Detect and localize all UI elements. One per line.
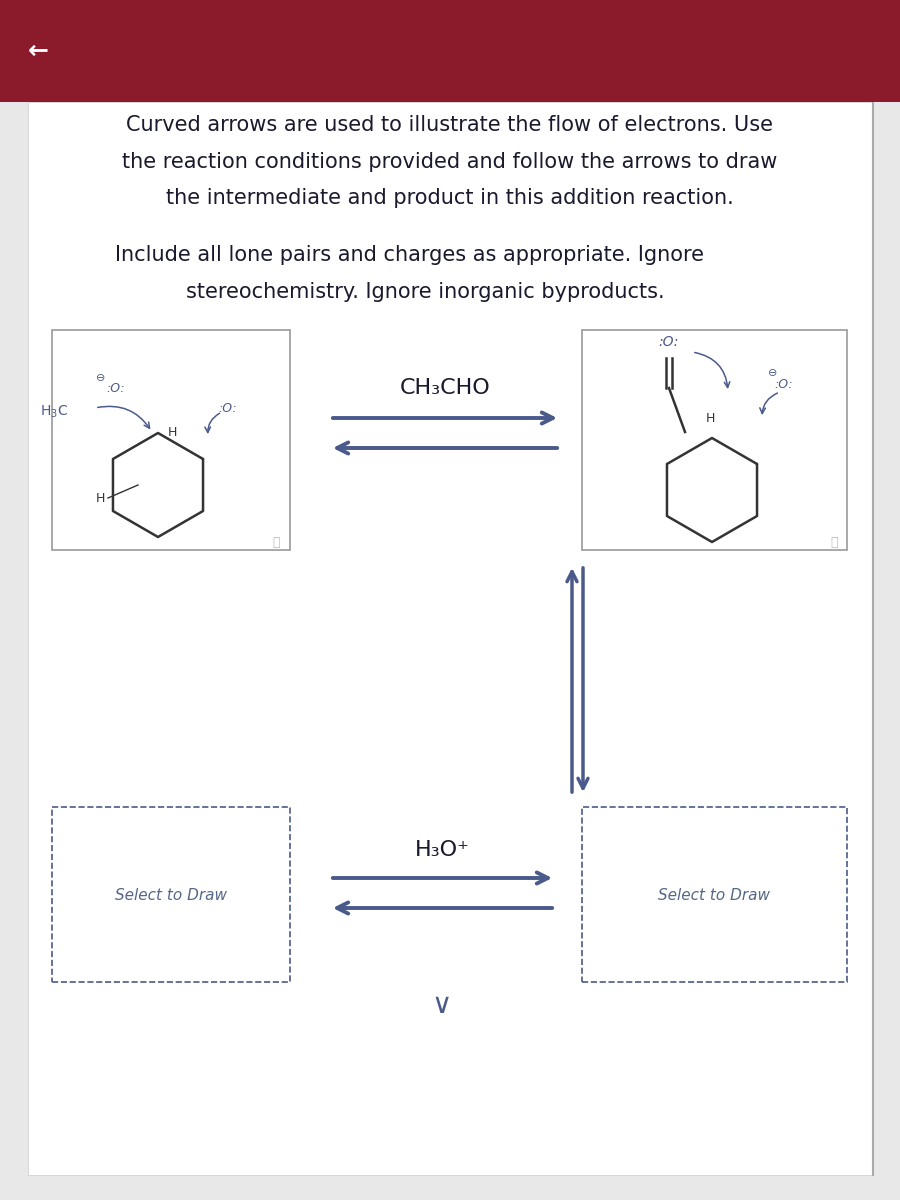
Text: Select to Draw: Select to Draw xyxy=(658,888,770,902)
Bar xyxy=(28,102,873,1175)
Text: $\mathregular{H_3C}$: $\mathregular{H_3C}$ xyxy=(40,403,68,420)
Bar xyxy=(0,0,900,102)
Text: CH₃CHO: CH₃CHO xyxy=(400,378,491,398)
Text: stereochemistry. Ignore inorganic byproducts.: stereochemistry. Ignore inorganic byprod… xyxy=(185,282,664,302)
Text: :O:: :O: xyxy=(219,402,238,414)
Text: Curved arrows are used to illustrate the flow of electrons. Use: Curved arrows are used to illustrate the… xyxy=(127,115,773,134)
Text: ∨: ∨ xyxy=(432,991,452,1019)
Text: :O:: :O: xyxy=(775,378,793,391)
Text: the intermediate and product in this addition reaction.: the intermediate and product in this add… xyxy=(166,188,733,208)
Text: H: H xyxy=(706,412,715,425)
Text: ←: ← xyxy=(28,38,49,62)
Text: H₃O⁺: H₃O⁺ xyxy=(415,840,470,860)
Text: $\ominus$: $\ominus$ xyxy=(767,366,778,378)
Text: H: H xyxy=(95,492,105,504)
Text: 🔍: 🔍 xyxy=(830,535,838,548)
Text: 🔍: 🔍 xyxy=(272,535,280,548)
Bar xyxy=(52,806,290,982)
Text: Include all lone pairs and charges as appropriate. Ignore: Include all lone pairs and charges as ap… xyxy=(115,245,705,265)
Bar xyxy=(52,330,290,550)
Bar xyxy=(582,806,847,982)
Text: H: H xyxy=(167,426,176,438)
Text: :O:: :O: xyxy=(107,382,125,395)
Text: the reaction conditions provided and follow the arrows to draw: the reaction conditions provided and fol… xyxy=(122,152,778,172)
Text: Select to Draw: Select to Draw xyxy=(115,888,227,902)
Text: $\ominus$: $\ominus$ xyxy=(94,372,105,384)
Text: :O:: :O: xyxy=(658,335,679,349)
Bar xyxy=(582,330,847,550)
